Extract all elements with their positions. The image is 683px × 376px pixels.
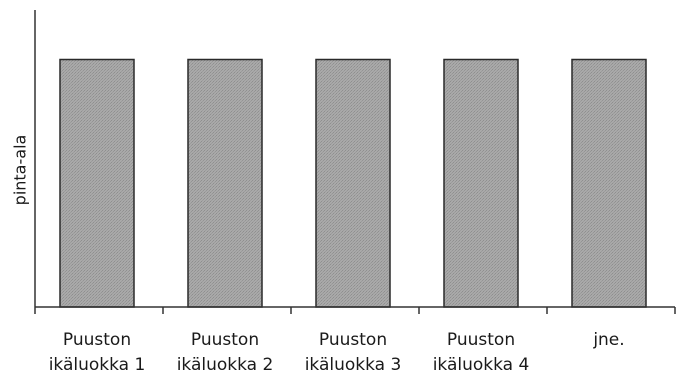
x-tick-label-line: Puuston xyxy=(191,330,259,350)
bar-4 xyxy=(443,58,519,308)
x-tick-label-line: ikäluokka 3 xyxy=(305,355,402,375)
x-tick-label-2: Puuston ikäluokka 2 xyxy=(177,330,274,375)
x-tick-label-line: jne. xyxy=(592,330,624,350)
bar-3 xyxy=(315,58,391,308)
bar-2 xyxy=(187,58,263,308)
x-tick-label-line: ikäluokka 4 xyxy=(433,355,530,375)
x-tick-label-line: ikäluokka 2 xyxy=(177,355,274,375)
x-tick-label-1: Puuston ikäluokka 1 xyxy=(49,330,146,375)
x-tick-label-line: Puuston xyxy=(319,330,387,350)
axes-group xyxy=(34,10,676,314)
x-tick-label-4: Puuston ikäluokka 4 xyxy=(433,330,530,375)
y-axis-label: pinta-ala xyxy=(11,135,30,206)
bars-group xyxy=(59,58,647,308)
x-tick-label-3: Puuston ikäluokka 3 xyxy=(305,330,402,375)
x-tick-label-5: jne. xyxy=(592,330,624,350)
x-tick-label-line: Puuston xyxy=(447,330,515,350)
x-tick-label-line: Puuston xyxy=(63,330,131,350)
bar-5 xyxy=(571,58,647,308)
x-tick-label-line: ikäluokka 1 xyxy=(49,355,146,375)
bar-1 xyxy=(59,58,135,308)
